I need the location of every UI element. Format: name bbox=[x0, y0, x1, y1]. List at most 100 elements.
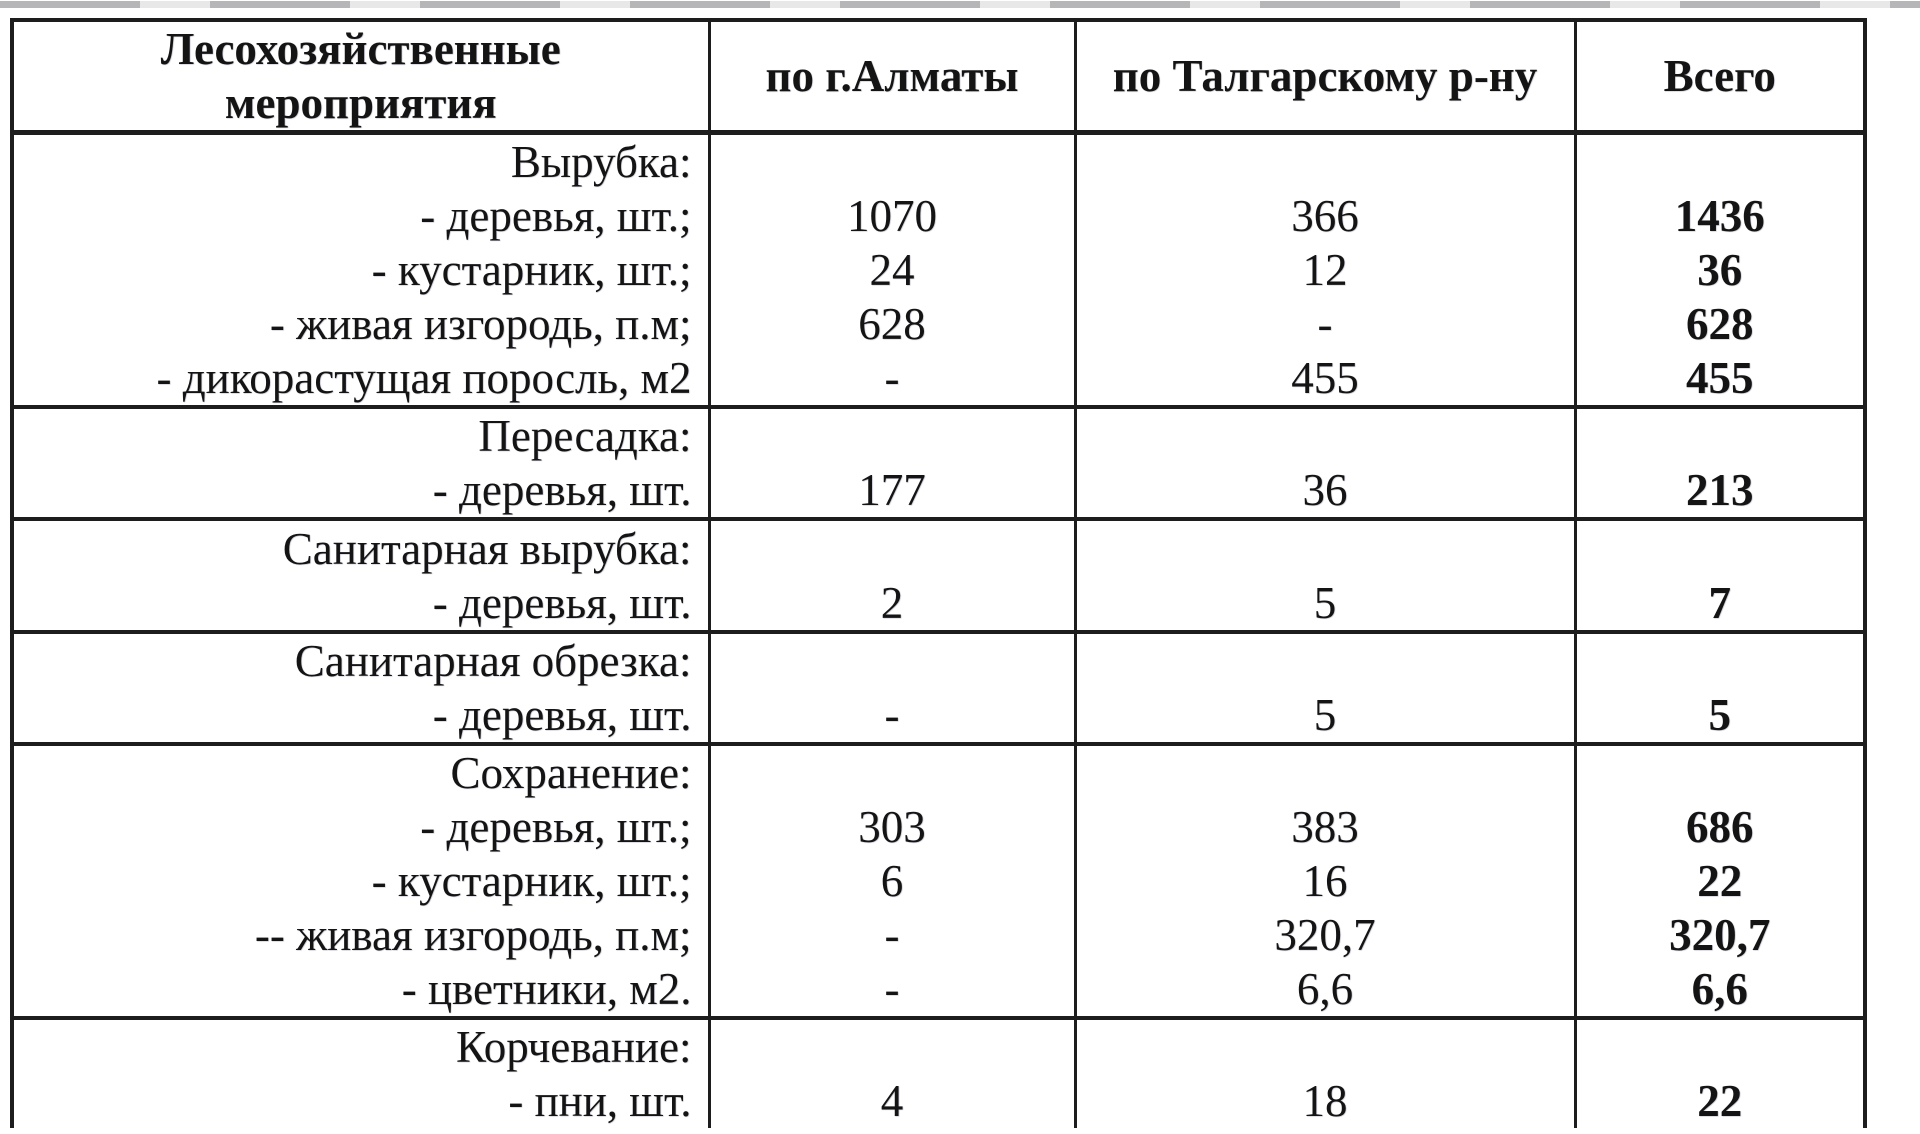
cell-value bbox=[1078, 136, 1572, 189]
cell-value: 1070 bbox=[847, 191, 937, 241]
cell-value: 320,7 bbox=[1274, 910, 1376, 960]
cell-value: - bbox=[884, 964, 900, 1014]
cell-value bbox=[712, 636, 1072, 688]
header-cell-talgar: по Талгарскому р-ну bbox=[1073, 18, 1577, 135]
cell-value bbox=[712, 411, 1072, 463]
cell-value: 383 bbox=[1291, 802, 1359, 852]
cell-value: 628 bbox=[1686, 299, 1754, 349]
row-label: -- живая изгородь, п.м; bbox=[254, 910, 692, 960]
row-label: Вырубка: bbox=[510, 137, 692, 187]
total-cell: 7 bbox=[1573, 517, 1867, 634]
talgar-cell: 5 bbox=[1073, 517, 1577, 634]
cell-value bbox=[1578, 523, 1862, 576]
row-label: - цветники, м2. bbox=[401, 964, 692, 1014]
row-label: - живая изгородь, п.м; bbox=[269, 299, 692, 349]
row-label: Санитарная вырубка: bbox=[282, 523, 692, 574]
cell-value bbox=[712, 748, 1072, 800]
cell-value: 6,6 bbox=[1691, 964, 1748, 1014]
row-label: - кустарник, шт.; bbox=[371, 245, 692, 295]
cell-value: 455 bbox=[1686, 353, 1754, 403]
cell-value: - bbox=[884, 690, 900, 740]
section-sokhranenie: Сохранение: - деревья, шт.; - кустарник,… bbox=[10, 742, 1867, 1020]
labels-cell: Корчевание: - пни, шт. bbox=[10, 1016, 711, 1128]
talgar-cell: 36 bbox=[1073, 405, 1577, 521]
cell-value: 4 bbox=[880, 1076, 904, 1126]
total-cell: 213 bbox=[1573, 405, 1867, 521]
cell-value: 6,6 bbox=[1296, 964, 1354, 1014]
cell-value: 22 bbox=[1697, 856, 1743, 906]
cell-value bbox=[712, 136, 1072, 189]
cell-value bbox=[1078, 748, 1572, 800]
labels-cell: Санитарная обрезка: - деревья, шт. bbox=[10, 630, 711, 746]
cell-value: 18 bbox=[1302, 1076, 1348, 1126]
almaty-cell: - bbox=[707, 630, 1077, 746]
almaty-cell: 1070 24 628 - bbox=[707, 130, 1077, 409]
cell-value: 628 bbox=[858, 299, 926, 349]
header-cell-total: Всего bbox=[1573, 18, 1867, 135]
talgar-cell: 366 12 - 455 bbox=[1073, 130, 1577, 409]
cell-value bbox=[1578, 1022, 1862, 1074]
cell-value bbox=[1578, 411, 1862, 463]
section-peresadka: Пересадка: - деревья, шт. 177 36 213 bbox=[10, 405, 1867, 521]
total-cell: 22 bbox=[1573, 1016, 1867, 1128]
cell-value: 6 bbox=[880, 856, 904, 906]
labels-cell: Вырубка: - деревья, шт.; - кустарник, шт… bbox=[10, 130, 711, 409]
total-cell: 1436 36 628 455 bbox=[1573, 130, 1867, 409]
section-sanitarnaya-obrezka: Санитарная обрезка: - деревья, шт. - 5 5 bbox=[10, 630, 1867, 746]
cell-value bbox=[1578, 136, 1862, 189]
row-label: - пни, шт. bbox=[508, 1076, 692, 1126]
labels-cell: Пересадка: - деревья, шт. bbox=[10, 405, 711, 521]
cell-value: 366 bbox=[1291, 191, 1359, 241]
cell-value: 12 bbox=[1302, 245, 1348, 295]
header-row: Лесохозяйственные мероприятия по г.Алмат… bbox=[10, 18, 1867, 135]
cell-value: 24 bbox=[869, 245, 915, 295]
cell-value bbox=[1578, 748, 1862, 800]
row-label: - деревья, шт. bbox=[432, 577, 692, 628]
row-label: - деревья, шт. bbox=[432, 690, 692, 740]
cell-value: 5 bbox=[1313, 577, 1337, 628]
cell-value: 320,7 bbox=[1669, 910, 1771, 960]
row-label: - кустарник, шт.; bbox=[371, 856, 692, 906]
section-sanitarnaya-vyrubka: Санитарная вырубка: - деревья, шт. 2 5 7 bbox=[10, 517, 1867, 634]
cell-value: 16 bbox=[1302, 856, 1348, 906]
cell-value: 5 bbox=[1708, 690, 1732, 740]
header-cell-almaty: по г.Алматы bbox=[707, 18, 1077, 135]
cell-value: 7 bbox=[1708, 577, 1732, 628]
talgar-cell: 18 bbox=[1073, 1016, 1577, 1128]
header-cell-activities: Лесохозяйственные мероприятия bbox=[10, 18, 711, 135]
almaty-cell: 2 bbox=[707, 517, 1077, 634]
almaty-cell: 177 bbox=[707, 405, 1077, 521]
total-cell: 5 bbox=[1573, 630, 1867, 746]
cell-value bbox=[712, 1022, 1072, 1074]
cell-value: - bbox=[884, 353, 900, 403]
row-label: - дикорастущая поросль, м2 bbox=[156, 353, 692, 403]
cell-value: 177 bbox=[858, 465, 926, 515]
cell-value: 1436 bbox=[1674, 191, 1765, 241]
cell-value: 686 bbox=[1686, 802, 1754, 852]
cell-value: 36 bbox=[1697, 245, 1743, 295]
cell-value: 2 bbox=[880, 577, 904, 628]
scan-artifact-line bbox=[0, 1, 1920, 8]
section-korchevanie: Корчевание: - пни, шт. 4 18 22 bbox=[10, 1016, 1867, 1128]
labels-cell: Сохранение: - деревья, шт.; - кустарник,… bbox=[10, 742, 711, 1020]
row-label: Пересадка: bbox=[478, 411, 692, 461]
talgar-cell: 383 16 320,7 6,6 bbox=[1073, 742, 1577, 1020]
cell-value: 213 bbox=[1686, 465, 1754, 515]
cell-value: 303 bbox=[858, 802, 926, 852]
cell-value: 22 bbox=[1697, 1076, 1743, 1126]
cell-value: - bbox=[884, 910, 900, 960]
cell-value: 5 bbox=[1313, 690, 1337, 740]
row-label: - деревья, шт. bbox=[432, 465, 692, 515]
cell-value bbox=[1078, 1022, 1572, 1074]
cell-value: - bbox=[1317, 299, 1333, 349]
row-label: - деревья, шт.; bbox=[420, 802, 692, 852]
row-label: Корчевание: bbox=[455, 1022, 692, 1072]
row-label: Санитарная обрезка: bbox=[294, 636, 692, 686]
cell-value: 455 bbox=[1291, 353, 1359, 403]
cell-value bbox=[1578, 636, 1862, 688]
cell-value bbox=[1078, 636, 1572, 688]
total-cell: 686 22 320,7 6,6 bbox=[1573, 742, 1867, 1020]
cell-value bbox=[1078, 523, 1572, 576]
talgar-cell: 5 bbox=[1073, 630, 1577, 746]
